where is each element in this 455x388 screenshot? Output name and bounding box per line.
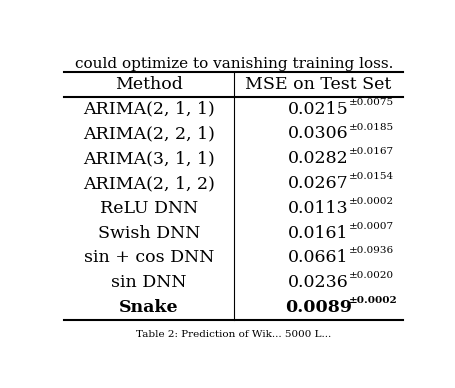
Text: ±0.0020: ±0.0020 <box>348 271 393 280</box>
Text: 0.0236: 0.0236 <box>288 274 348 291</box>
Text: 0.0113: 0.0113 <box>288 200 348 217</box>
Text: sin DNN: sin DNN <box>111 274 186 291</box>
Text: ReLU DNN: ReLU DNN <box>100 200 197 217</box>
Text: ±0.0167: ±0.0167 <box>348 147 393 156</box>
Text: Method: Method <box>115 76 182 93</box>
Text: ±0.0002: ±0.0002 <box>348 296 396 305</box>
Text: ±0.0936: ±0.0936 <box>348 246 393 255</box>
Text: ±0.0002: ±0.0002 <box>348 197 393 206</box>
Text: 0.0306: 0.0306 <box>288 125 348 142</box>
Text: 0.0267: 0.0267 <box>288 175 348 192</box>
Text: ±0.0075: ±0.0075 <box>348 98 393 107</box>
Text: ARIMA(2, 1, 1): ARIMA(2, 1, 1) <box>83 100 214 118</box>
Text: 0.0661: 0.0661 <box>288 249 348 267</box>
Text: Swish DNN: Swish DNN <box>97 225 200 242</box>
Text: 0.0215: 0.0215 <box>288 100 348 118</box>
Text: ARIMA(3, 1, 1): ARIMA(3, 1, 1) <box>83 150 214 167</box>
Text: ±0.0154: ±0.0154 <box>348 172 393 181</box>
Text: ±0.0007: ±0.0007 <box>348 222 393 231</box>
Text: Table 2: Prediction of Wik... 5000 L...: Table 2: Prediction of Wik... 5000 L... <box>136 330 331 340</box>
Text: ±0.0185: ±0.0185 <box>348 123 393 132</box>
Text: 0.0161: 0.0161 <box>288 225 348 242</box>
Text: 0.0089: 0.0089 <box>284 299 351 316</box>
Text: ARIMA(2, 2, 1): ARIMA(2, 2, 1) <box>83 125 214 142</box>
Text: MSE on Test Set: MSE on Test Set <box>245 76 391 93</box>
Text: ARIMA(2, 1, 2): ARIMA(2, 1, 2) <box>83 175 214 192</box>
Text: could optimize to vanishing training loss.: could optimize to vanishing training los… <box>74 57 392 71</box>
Text: 0.0282: 0.0282 <box>288 150 348 167</box>
Text: sin + cos DNN: sin + cos DNN <box>84 249 213 267</box>
Text: Snake: Snake <box>119 299 178 316</box>
